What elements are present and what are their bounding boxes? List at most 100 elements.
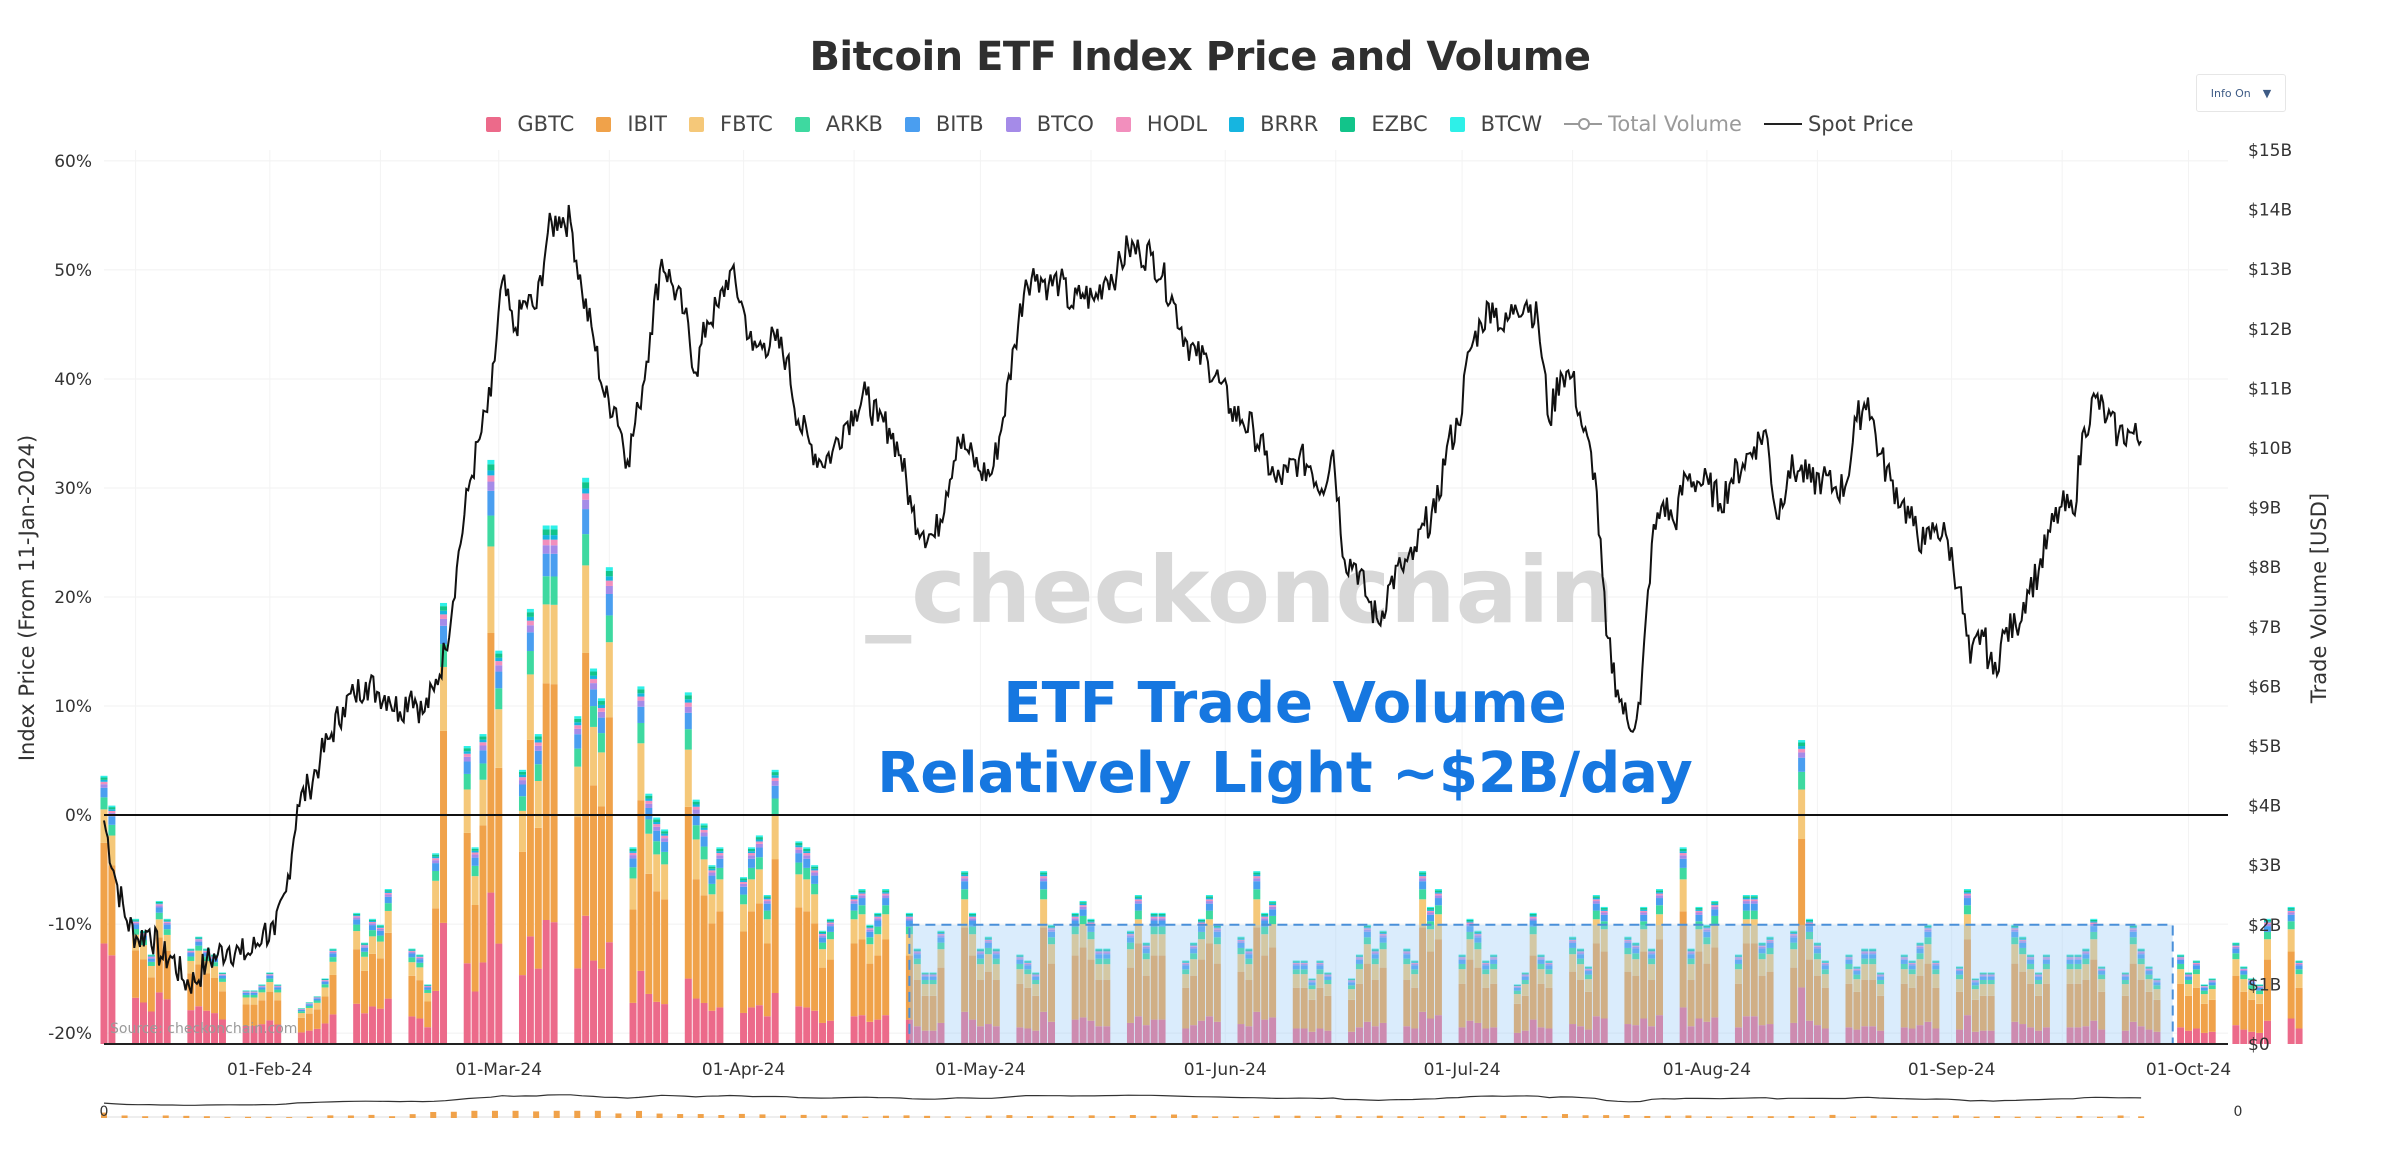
navigator-volume-bar bbox=[1397, 1116, 1404, 1118]
volume-bar-segment bbox=[858, 905, 866, 915]
volume-bar-segment bbox=[1150, 955, 1158, 1020]
legend-item-bitb[interactable]: BITB bbox=[904, 112, 984, 136]
volume-bar-segment bbox=[250, 1025, 258, 1044]
volume-bar-segment bbox=[882, 889, 890, 891]
volume-bar-segment bbox=[811, 1010, 819, 1044]
legend-item-ibit[interactable]: IBIT bbox=[596, 112, 667, 136]
volume-bar-segment bbox=[361, 951, 369, 957]
volume-bar-segment bbox=[1956, 1029, 1964, 1044]
volume-bar-segment bbox=[1648, 1026, 1656, 1044]
volume-bar-segment bbox=[1908, 960, 1916, 962]
volume-bar-segment bbox=[1687, 964, 1695, 980]
volume-bar-segment bbox=[1742, 897, 1750, 900]
legend-item-ezbc[interactable]: EZBC bbox=[1340, 112, 1428, 136]
volume-bar-segment bbox=[2129, 1021, 2137, 1044]
volume-bar-segment bbox=[2295, 963, 2303, 966]
volume-bar-segment bbox=[2185, 979, 2193, 985]
info-toggle-button[interactable]: Info On ▼ bbox=[2196, 74, 2286, 112]
volume-bar-segment bbox=[984, 938, 992, 940]
volume-bar-segment bbox=[1632, 1025, 1640, 1044]
volume-bar-segment bbox=[2153, 981, 2161, 983]
volume-bar-segment bbox=[811, 872, 819, 876]
volume-bar-segment bbox=[771, 772, 779, 776]
volume-bar-segment bbox=[1355, 955, 1363, 957]
volume-bar-segment bbox=[2248, 979, 2256, 981]
navigator-volume-bar bbox=[224, 1116, 231, 1118]
legend-item-fbtc[interactable]: FBTC bbox=[688, 112, 773, 136]
volume-bar-segment bbox=[1758, 944, 1766, 946]
legend-item-btco[interactable]: BTCO bbox=[1005, 112, 1094, 136]
volume-bar-segment bbox=[1095, 952, 1103, 955]
volume-bar-segment bbox=[1095, 1026, 1103, 1044]
volume-bar-segment bbox=[1095, 954, 1103, 959]
volume-bar-segment bbox=[969, 915, 977, 917]
volume-bar-segment bbox=[542, 529, 550, 536]
volume-bar-segment bbox=[2019, 937, 2027, 939]
volume-bar-segment bbox=[274, 986, 282, 988]
legend-item-btcw[interactable]: BTCW bbox=[1449, 112, 1542, 136]
volume-bar-segment bbox=[2019, 947, 2027, 955]
volume-bar-segment bbox=[1095, 948, 1103, 950]
navigator-volume-bar bbox=[491, 1110, 498, 1118]
volume-bar-segment bbox=[811, 866, 819, 869]
volume-bar-segment bbox=[1261, 1019, 1269, 1044]
volume-bar-segment bbox=[992, 951, 1000, 953]
volume-bar-segment bbox=[1126, 934, 1134, 936]
volume-bar-segment bbox=[684, 699, 692, 703]
volume-bar-segment bbox=[1695, 1018, 1703, 1044]
volume-bar-segment bbox=[1490, 959, 1498, 964]
volume-bar-segment bbox=[874, 912, 882, 914]
volume-bar-segment bbox=[1679, 853, 1687, 856]
volume-bar-segment bbox=[1363, 937, 1371, 945]
volume-bar-segment bbox=[684, 702, 692, 707]
legend-item-gbtc[interactable]: GBTC bbox=[486, 112, 574, 136]
volume-bar-segment bbox=[1640, 1018, 1648, 1044]
volume-bar-segment bbox=[684, 806, 692, 979]
legend-item-total-volume[interactable]: Total Volume bbox=[1564, 112, 1742, 136]
volume-bar-segment bbox=[2082, 958, 2090, 965]
legend-item-brrr[interactable]: BRRR bbox=[1229, 112, 1318, 136]
legend-item-arkb[interactable]: ARKB bbox=[794, 112, 883, 136]
x-tick-label: 01-Oct-24 bbox=[2146, 1060, 2231, 1080]
volume-bar-segment bbox=[361, 970, 369, 1014]
volume-bar-segment bbox=[1545, 987, 1553, 1029]
volume-bar-segment bbox=[1640, 914, 1648, 922]
volume-bar-segment bbox=[2034, 1030, 2042, 1044]
volume-bar-segment bbox=[921, 979, 929, 985]
legend-item-spot-price[interactable]: Spot Price bbox=[1763, 112, 1914, 136]
volume-bar-segment bbox=[384, 910, 392, 933]
volume-bar-segment bbox=[384, 998, 392, 1044]
volume-bar-segment bbox=[1569, 939, 1577, 942]
volume-bar-segment bbox=[637, 693, 645, 697]
volume-bar-segment bbox=[408, 1016, 416, 1044]
volume-bar-segment bbox=[692, 839, 700, 880]
legend-item-hodl[interactable]: HODL bbox=[1115, 112, 1207, 136]
volume-bar-segment bbox=[2098, 968, 2106, 969]
navigator-label-left: 0 bbox=[100, 1104, 109, 1120]
volume-bar-segment bbox=[1916, 944, 1924, 946]
volume-bar-segment bbox=[1269, 915, 1277, 925]
volume-bar-segment bbox=[1624, 1024, 1632, 1044]
volume-bar-segment bbox=[321, 981, 329, 985]
volume-bar-segment bbox=[1679, 855, 1687, 859]
volume-bar-segment bbox=[850, 943, 858, 1017]
volume-bar-segment bbox=[2129, 963, 2137, 1022]
volume-bar-segment bbox=[1956, 969, 1964, 972]
volume-bar-segment bbox=[550, 604, 558, 685]
volume-bar-segment bbox=[432, 854, 440, 857]
volume-bar-segment bbox=[376, 926, 384, 928]
volume-bar-segment bbox=[1134, 1016, 1142, 1044]
volume-bar-segment bbox=[361, 1013, 369, 1044]
volume-bar-segment bbox=[2019, 939, 2027, 942]
volume-bar-segment bbox=[1198, 926, 1206, 932]
legend-label: BRRR bbox=[1260, 112, 1319, 136]
volume-bar-segment bbox=[1237, 947, 1245, 955]
volume-bar-segment bbox=[597, 733, 605, 753]
volume-bar-segment bbox=[353, 924, 361, 932]
volume-bar-segment bbox=[495, 657, 503, 662]
volume-bar-segment bbox=[740, 881, 748, 884]
volume-bar-segment bbox=[597, 704, 605, 708]
volume-bar-segment bbox=[550, 553, 558, 577]
volume-bar-segment bbox=[1766, 1024, 1774, 1044]
